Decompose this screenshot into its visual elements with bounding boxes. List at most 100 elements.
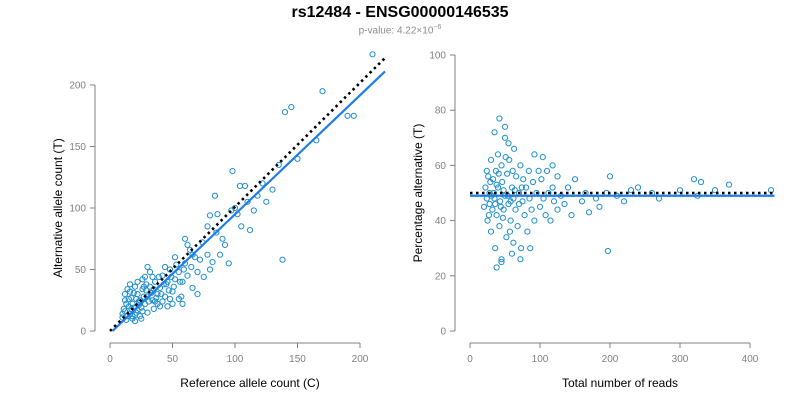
data-point xyxy=(496,223,503,230)
data-point xyxy=(498,256,505,263)
data-point xyxy=(564,184,572,191)
data-point xyxy=(171,254,179,261)
data-point xyxy=(522,184,530,191)
data-point xyxy=(503,234,510,241)
data-point xyxy=(518,184,525,191)
x-tick-label: 50 xyxy=(167,354,179,365)
data-point xyxy=(173,261,180,268)
data-point xyxy=(482,184,489,191)
data-point xyxy=(508,250,516,257)
data-point xyxy=(279,256,286,263)
data-point xyxy=(529,178,537,186)
data-point xyxy=(515,200,523,208)
data-point xyxy=(119,310,126,317)
data-point xyxy=(606,173,614,180)
y-tick-label: 40 xyxy=(435,216,447,227)
data-point xyxy=(288,104,295,111)
data-point xyxy=(155,273,162,280)
data-point xyxy=(143,281,150,288)
data-point xyxy=(487,156,495,163)
data-point xyxy=(542,212,549,219)
data-point xyxy=(568,212,575,219)
data-point xyxy=(510,239,517,246)
data-point xyxy=(484,217,491,224)
data-point xyxy=(549,184,556,191)
data-point xyxy=(498,162,505,169)
data-point xyxy=(133,309,140,316)
data-point xyxy=(561,200,568,208)
data-point xyxy=(690,176,698,183)
data-point xyxy=(496,115,503,122)
x-tick-label: 150 xyxy=(289,354,306,365)
data-point xyxy=(189,284,196,291)
y-tick-label: 200 xyxy=(69,81,86,92)
data-point xyxy=(131,283,139,290)
data-point xyxy=(505,140,512,147)
x-tick-label: 400 xyxy=(742,354,759,365)
data-point xyxy=(211,192,219,199)
data-point xyxy=(246,227,254,234)
x-axis-title: Reference allele count (C) xyxy=(180,376,319,390)
x-axis: 0 50 100 150 200 xyxy=(107,342,369,365)
x-tick-label: 100 xyxy=(227,354,244,365)
data-point xyxy=(547,217,554,224)
data-point xyxy=(175,268,182,276)
figure-title: rs12484 - ENSG00000146535 xyxy=(291,4,509,21)
data-point xyxy=(138,315,145,322)
data-point xyxy=(281,109,289,116)
data-point xyxy=(179,300,186,307)
data-point xyxy=(194,291,201,298)
data-point xyxy=(209,259,216,266)
data-point xyxy=(144,263,151,271)
x-axis-title: Total number of reads xyxy=(562,376,678,390)
data-point xyxy=(493,212,500,219)
data-point xyxy=(213,229,220,236)
data-point xyxy=(200,273,207,280)
data-point xyxy=(513,173,520,180)
data-point xyxy=(495,170,502,177)
p-value-subtitle: p-value: 4.22×10−6 xyxy=(0,24,800,36)
data-point xyxy=(188,263,195,271)
data-point xyxy=(550,198,558,205)
x-tick-label: 200 xyxy=(352,354,369,365)
data-point xyxy=(128,305,135,312)
data-point xyxy=(498,258,505,266)
data-point xyxy=(596,203,603,210)
data-point xyxy=(517,256,524,263)
data-point xyxy=(175,295,182,303)
data-point xyxy=(539,154,546,161)
x-axis: 0 100 200 300 400 xyxy=(467,342,759,365)
y-axis-title: Percentage alternative (T) xyxy=(411,124,425,263)
data-point xyxy=(369,51,376,58)
data-point xyxy=(620,198,628,205)
data-point xyxy=(164,303,171,310)
data-point xyxy=(229,168,236,175)
data-point xyxy=(512,206,519,213)
data-point xyxy=(214,211,221,218)
data-point xyxy=(161,263,169,271)
data-point xyxy=(604,247,612,255)
scatter-panel-right: 0 100 200 300 400 0 20 40 60 80 100 Total number of… xyxy=(411,51,775,390)
data-point xyxy=(150,305,157,312)
data-point xyxy=(126,281,134,288)
data-point xyxy=(511,187,518,194)
data-point xyxy=(145,298,152,305)
data-point xyxy=(528,206,535,213)
data-point xyxy=(493,181,500,188)
data-point xyxy=(123,300,130,307)
data-point xyxy=(483,167,490,174)
data-point xyxy=(525,167,532,174)
data-point xyxy=(493,264,500,271)
data-point xyxy=(158,291,165,298)
data-point xyxy=(627,187,635,194)
data-point xyxy=(231,204,239,212)
data-point xyxy=(492,245,499,252)
data-point xyxy=(176,278,184,285)
y-axis: 0 50 100 150 200 xyxy=(69,81,96,338)
data-point xyxy=(501,134,509,141)
data-point xyxy=(204,251,211,258)
data-point xyxy=(206,212,214,219)
data-point xyxy=(531,217,538,224)
data-point xyxy=(153,294,160,301)
